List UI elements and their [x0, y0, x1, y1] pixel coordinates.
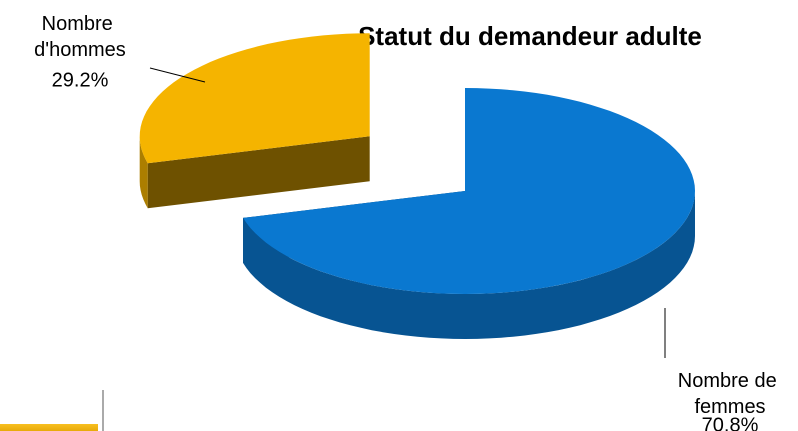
pie-slice: [139, 33, 370, 164]
slice-label-value: 29.2%: [52, 69, 109, 91]
pie-slice: [243, 88, 695, 294]
legend-fragment: [0, 424, 98, 431]
slice-label-name: Nombre d'hommes: [34, 13, 126, 61]
slice-side: [147, 136, 370, 209]
label-line: Nombre de: [678, 370, 783, 392]
label-line: femmes: [694, 396, 765, 418]
slice-wall: [243, 191, 695, 339]
slice-label-value: 70.8%: [702, 414, 759, 431]
leader-line: [149, 67, 206, 83]
slice-wall: [139, 136, 148, 209]
label-line: Nombre: [42, 13, 119, 35]
slice-label-name: Nombre de femmes: [678, 370, 783, 418]
chart-title: Statut du demandeur adulte: [358, 21, 702, 51]
label-line: d'hommes: [34, 39, 126, 61]
